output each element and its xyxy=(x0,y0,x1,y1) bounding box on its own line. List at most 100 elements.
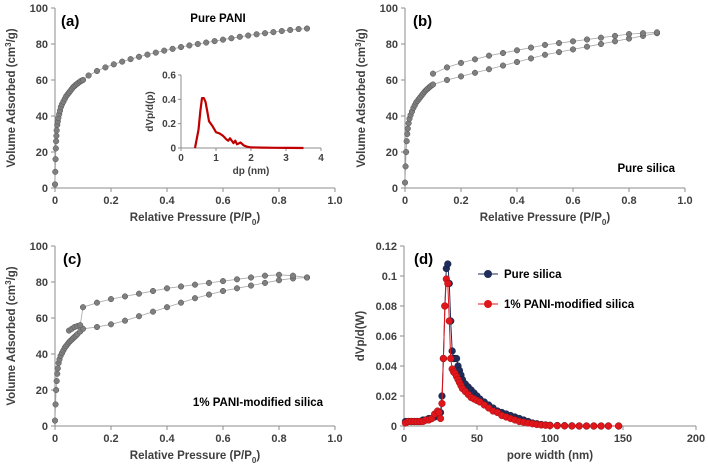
y-tick-label: 40 xyxy=(36,111,48,123)
y-tick-label: 0 xyxy=(392,183,398,195)
isotherm-point xyxy=(52,156,59,163)
y-axis-label-end: /g) xyxy=(6,28,18,42)
isotherm-point xyxy=(555,49,563,56)
isotherm-point xyxy=(152,49,159,56)
isotherm-point xyxy=(247,274,255,281)
isotherm-point xyxy=(53,132,60,139)
isotherm-point xyxy=(54,365,61,372)
panel-c: 0 0.2 0.4 0.6 0.8 1.0 0 20 40 60 80 100 Relative Pre… xyxy=(4,241,343,465)
isotherm-point xyxy=(289,272,297,279)
inset-x-tick-label: 4 xyxy=(318,153,324,164)
x-tick-label: 0.8 xyxy=(621,195,636,207)
isotherm-point xyxy=(245,32,252,39)
y-tick-label: 0 xyxy=(391,421,397,433)
y-tick-label: 100 xyxy=(30,3,48,15)
isotherm-point xyxy=(270,29,277,36)
x-axis-label: Relative Pressure (P/P0) xyxy=(480,212,611,227)
isotherm-point xyxy=(583,36,591,43)
y-axis-label-end: /g) xyxy=(6,266,18,280)
isotherm-point xyxy=(52,168,59,175)
x-axis-label-end: ) xyxy=(256,212,260,224)
x-axis-label-text: Relative Pressure (P/P xyxy=(130,212,252,224)
psd-point xyxy=(575,422,583,430)
isotherm-point xyxy=(177,283,185,290)
isotherm-point xyxy=(177,299,185,306)
isotherm-point xyxy=(303,274,311,281)
isotherm-point xyxy=(219,36,227,43)
isotherm-point xyxy=(527,55,535,62)
isotherm-point xyxy=(275,277,283,284)
isotherm-point xyxy=(569,46,577,53)
x-tick-label: 0 xyxy=(402,195,408,207)
isotherm-point xyxy=(144,51,151,58)
psd-point xyxy=(444,260,452,268)
isotherm-point xyxy=(161,47,168,54)
y-tick-label: 0.12 xyxy=(376,241,397,253)
y-axis-label: Volume Adsorbed (cm3/g) xyxy=(354,28,368,167)
isotherm-point xyxy=(541,41,549,48)
y-tick-label: 80 xyxy=(36,39,48,51)
inset-pore-distribution: 0 1 2 3 4 0 0.2 0.4 0.6 dp (nm) dVp/d(p) xyxy=(141,69,331,178)
isotherm-point xyxy=(403,138,410,145)
isotherm-point xyxy=(403,148,410,156)
legend: Pure silica 1% PANI-modified silica xyxy=(478,269,635,311)
isotherm-point xyxy=(443,76,451,84)
x-tick-label: 1.0 xyxy=(327,195,342,207)
psd-point xyxy=(439,354,448,363)
isotherm-point xyxy=(163,285,171,292)
isotherm-point xyxy=(53,138,60,145)
y-axis-label: dVp/d(W) xyxy=(355,311,367,362)
isotherm-point xyxy=(287,26,294,34)
isotherm-point xyxy=(303,25,311,32)
y-tick-label: 80 xyxy=(36,277,48,289)
isotherm-point xyxy=(402,163,409,170)
isotherm-point xyxy=(653,29,661,36)
isotherm-point xyxy=(253,31,260,38)
x-tick-label: 0.6 xyxy=(565,195,580,207)
isotherm-point xyxy=(205,279,213,286)
isotherm-point xyxy=(485,52,493,59)
inset-background xyxy=(141,69,331,178)
legend-marker xyxy=(484,300,492,308)
isotherm-point xyxy=(149,287,157,295)
isotherm-point xyxy=(583,43,591,50)
panel-label: (a) xyxy=(61,13,79,30)
panel-label: (b) xyxy=(413,13,432,30)
isotherm-point xyxy=(236,33,243,40)
panel-b: 0 0.2 0.4 0.6 0.8 1.0 0 20 40 60 80 100 Relative Pre… xyxy=(354,3,693,227)
y-axis-label-superscript: 3 xyxy=(354,42,363,47)
isotherm-point xyxy=(135,290,143,297)
x-tick-label: 0.4 xyxy=(159,195,175,207)
isotherm-point xyxy=(261,30,269,37)
isotherm-line xyxy=(68,274,308,331)
x-tick-label: 150 xyxy=(614,433,632,445)
isotherm-point xyxy=(93,299,101,306)
x-tick-label: 0.2 xyxy=(453,195,468,207)
psd-point xyxy=(615,422,623,430)
isotherm-point xyxy=(79,76,87,84)
isotherm-point xyxy=(52,145,59,152)
isotherm-point xyxy=(203,39,210,46)
x-tick-label: 0 xyxy=(52,433,58,445)
panel-label: (d) xyxy=(414,251,433,268)
x-tick-label: 0.2 xyxy=(103,433,118,445)
x-tick-label: 0.6 xyxy=(215,433,230,445)
isotherm-point xyxy=(625,31,633,38)
isotherm-point xyxy=(597,40,605,48)
isotherm-point xyxy=(51,417,59,424)
isotherm-point xyxy=(233,276,241,283)
isotherm-point xyxy=(79,304,87,311)
psd-point xyxy=(597,422,605,430)
psd-point xyxy=(553,422,561,430)
y-tick-label: 0.06 xyxy=(376,331,397,343)
x-tick-label: 0.4 xyxy=(159,433,175,445)
x-tick-label: 0.8 xyxy=(271,195,286,207)
y-axis-label-text: Volume Adsorbed (cm xyxy=(6,285,18,406)
isotherm-point xyxy=(513,47,521,54)
isotherm-point xyxy=(471,56,479,63)
psd-line-pure-silica xyxy=(405,263,619,427)
y-axis-label-text: Volume Adsorbed (cm xyxy=(356,47,368,168)
isotherm-point xyxy=(219,287,227,295)
x-tick-label: 0 xyxy=(52,195,58,207)
isotherm-point xyxy=(53,377,60,385)
